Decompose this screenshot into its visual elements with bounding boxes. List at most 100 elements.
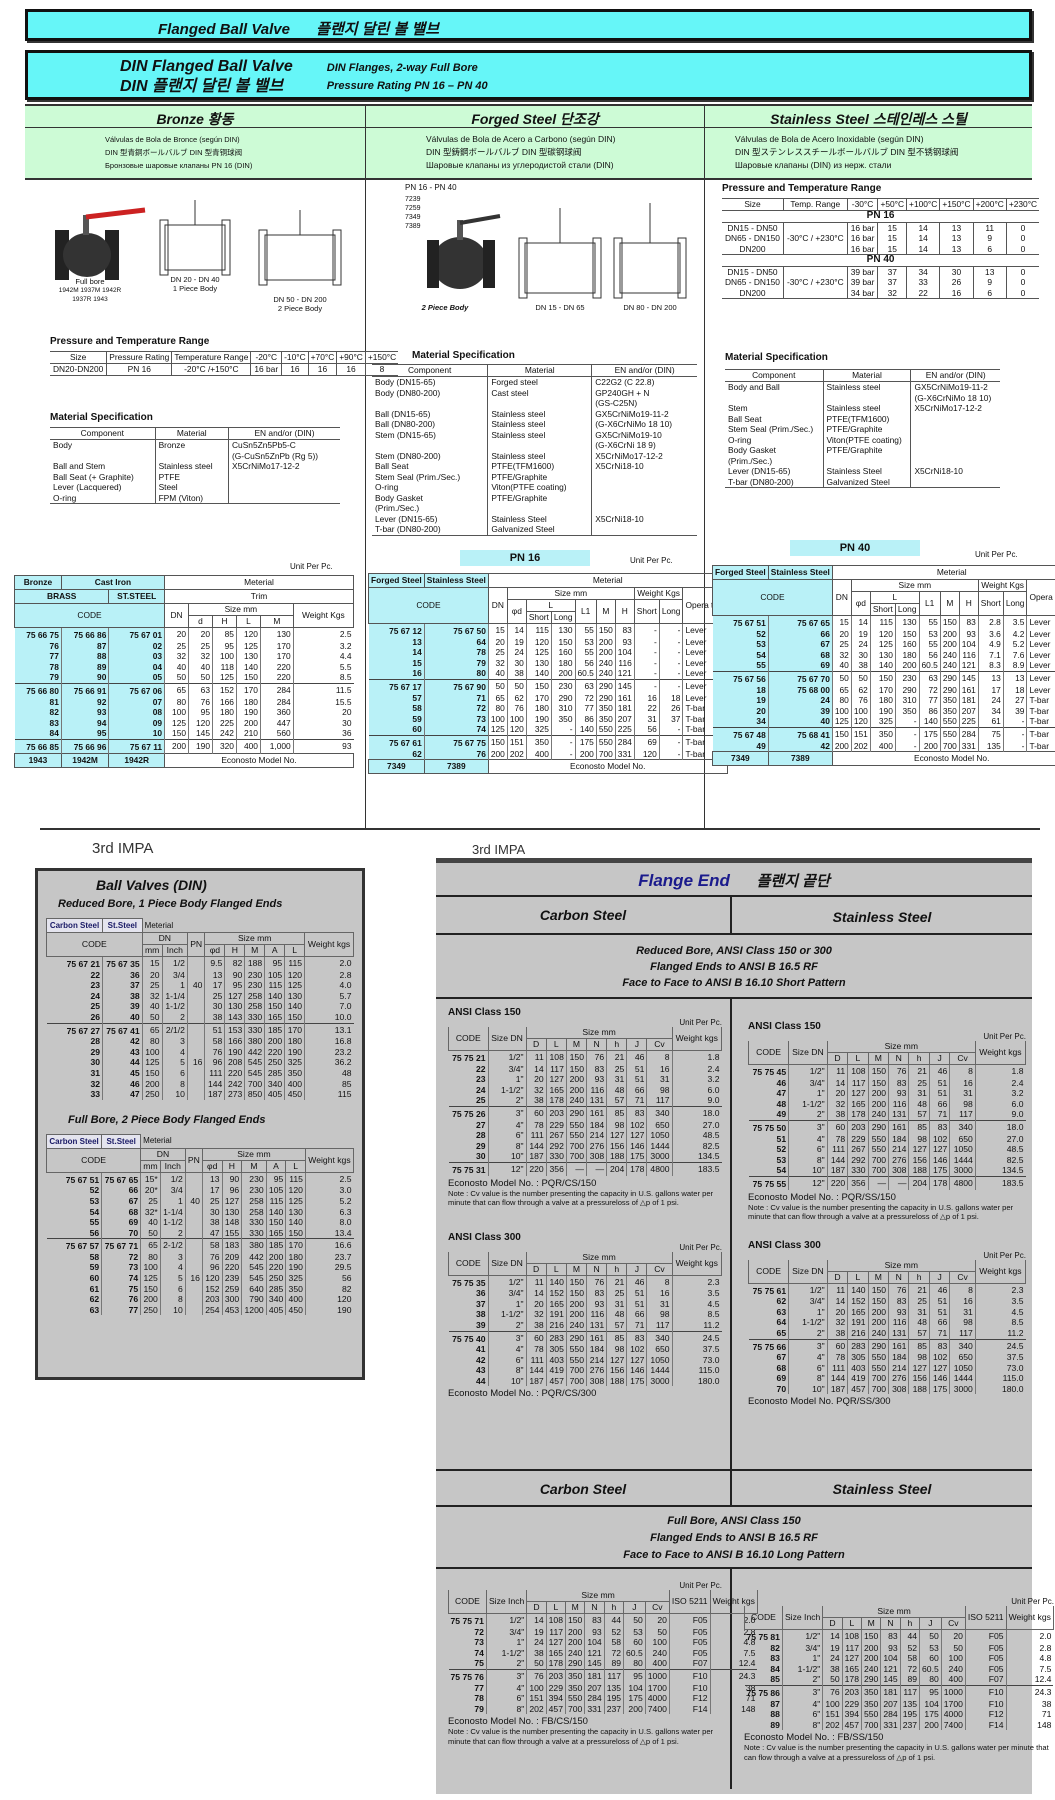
table-cell: PN 16 <box>722 210 1040 223</box>
table-cell: 108 <box>841 1629 862 1643</box>
table-cell: 700 <box>595 748 616 760</box>
table-cell: 115 <box>284 956 305 970</box>
table-cell: 50 <box>140 1227 161 1239</box>
table-cell: 117 <box>646 1095 673 1107</box>
column-header: D <box>525 1038 547 1051</box>
table-cell: 98 <box>908 1352 930 1363</box>
table-cell: 161 <box>888 1120 909 1134</box>
table-cell: Ball (DN80-200) <box>375 419 436 429</box>
table-cell: 68 <box>776 1362 787 1373</box>
table-cell: 2 <box>161 1011 188 1024</box>
table-cell: 116 <box>614 657 635 669</box>
table-cell: 185 <box>265 1238 286 1252</box>
table-cell: 242 <box>211 728 237 740</box>
column-header: Long <box>550 611 576 624</box>
stainless-steel-tables: ANSI Class 150 Unit Per Pc. CODE Size DN S… <box>732 999 1032 1469</box>
table-row: 52 66 20* 3/4 17 96 230 105 120 3.0 <box>47 1185 354 1196</box>
column-header: Size mm <box>826 1259 976 1272</box>
table-cell: 134.5 <box>671 1151 722 1163</box>
data-table: Component Material EN and/or (DIN) Body (DN… <box>372 364 697 536</box>
column-header: Component <box>50 427 156 440</box>
table-cell: 75 75 26 <box>452 1108 486 1119</box>
table-cell: 170 <box>525 692 552 704</box>
column-header: +200°C <box>972 198 1007 211</box>
table-cell: 16 <box>646 1288 673 1299</box>
table-cell: 8.5 <box>974 1317 1026 1328</box>
table-cell: 125 <box>869 639 896 650</box>
table-cell: F12 <box>964 1709 1007 1720</box>
table-cell: 50 <box>526 1658 547 1670</box>
table-cell: 1" <box>781 1653 823 1664</box>
table-cell: F05 <box>964 1629 1007 1643</box>
table-cell: 1050 <box>646 1130 673 1141</box>
column-header: DN <box>140 1148 186 1161</box>
table-cell: 100 <box>211 651 237 662</box>
table-cell: 12" <box>487 1162 527 1176</box>
column-header: Size Inch <box>781 1606 824 1630</box>
table-cell: 1 <box>159 1195 186 1207</box>
table-cell: 8.0 <box>304 1217 354 1228</box>
table-cell: 82.5 <box>671 1140 722 1152</box>
column-header: M <box>867 1052 890 1065</box>
table-row: 37 1" 20 165 200 93 31 51 31 4.5 <box>449 1298 722 1310</box>
table-cell: GX5CrNiMo19-10 <box>591 429 697 440</box>
column-header: Cv <box>644 1601 670 1614</box>
column-header: +70°C <box>307 351 337 364</box>
table-cell: 1-1/4 <box>161 990 188 1002</box>
table-cell: 48 <box>908 1317 930 1328</box>
table-cell: 180 <box>285 1251 306 1263</box>
table-cell: 83 <box>928 1339 950 1353</box>
table-cell <box>184 1206 203 1218</box>
table-row: 13 64 20 19 120 150 53 200 93- - Lever <box>368 636 728 648</box>
table-cell: 77 <box>14 651 62 662</box>
table-cell: 650 <box>949 1352 976 1363</box>
table-cell: Bronze <box>14 575 62 590</box>
table-cell: 36 <box>102 969 143 981</box>
table-cell: 650 <box>949 1133 976 1145</box>
table-cell: 93 <box>888 1306 909 1318</box>
data-table: Component Material EN and/or (DIN) Body and… <box>725 369 1000 488</box>
table-cell: 58 <box>899 1653 920 1664</box>
column-header: Opera tion <box>1026 579 1055 616</box>
stainless-steel-header: Stainless Steel <box>832 1481 932 1497</box>
table-cell: 150 <box>939 615 960 629</box>
table-cell: 130 <box>550 623 575 637</box>
table-cell <box>910 476 1000 488</box>
table-cell: 115 <box>525 623 552 637</box>
table-cell: 108 <box>545 1050 567 1064</box>
table-cell: 108 <box>847 1064 869 1078</box>
column-header: h <box>603 1601 625 1614</box>
column-header: D <box>526 1601 547 1614</box>
table-cell: 4" <box>487 1119 527 1131</box>
table-cell: 93 <box>60 707 109 718</box>
table-cell: 75 75 55 <box>752 1178 787 1189</box>
table-cell: 4" <box>487 1344 527 1355</box>
table-cell: 07 <box>108 696 165 708</box>
table-cell: 545 <box>241 1262 267 1274</box>
table-cell: 75 67 11 <box>108 739 165 754</box>
stainless-steel-header: Stainless Steel <box>832 909 932 925</box>
table-row: Stem (DN80-200) Stainless steel X5CrNiMo17… <box>372 450 697 461</box>
table-cell: 104 <box>614 647 635 658</box>
table-cell: F05 <box>964 1642 1007 1654</box>
table-cell: 116 <box>585 1309 607 1320</box>
table-cell: 150 <box>164 728 189 740</box>
table-cell: 200 <box>564 1637 585 1648</box>
table-cell: 229 <box>847 1133 869 1145</box>
table-cell: 25 <box>140 1195 161 1207</box>
table-cell: 31 <box>90 1067 101 1078</box>
table-cell: 144 <box>525 1140 547 1152</box>
table-cell: 4" <box>485 1682 527 1694</box>
table-cell: 550 <box>939 727 960 741</box>
table-cell: 1/2" <box>788 1064 828 1078</box>
table-cell: 1" <box>485 1637 527 1648</box>
table-cell: - <box>633 636 660 648</box>
table-cell: 140 <box>574 724 597 736</box>
table-cell: 190 <box>525 713 552 725</box>
table-cell: 75 75 50 <box>752 1122 787 1133</box>
table-row: 72 3/4" 19 117 200 93 52 53 50 F05 2.8 <box>449 1626 758 1638</box>
table-cell: 14 <box>822 1629 843 1643</box>
table-cell: 82.5 <box>974 1154 1026 1166</box>
table-cell: 98 <box>646 1084 673 1096</box>
